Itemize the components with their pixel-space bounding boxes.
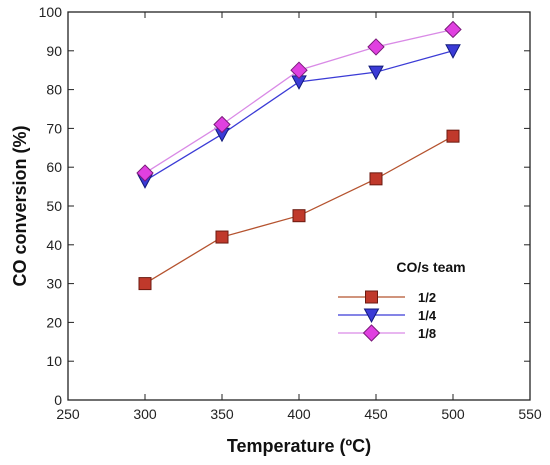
data-point — [215, 230, 229, 244]
x-tick-label: 400 — [287, 406, 311, 422]
legend-item: 1/8 — [338, 324, 436, 342]
x-tick-label: 250 — [56, 406, 80, 422]
x-tick-label: 500 — [441, 406, 465, 422]
y-tick-label: 10 — [46, 353, 62, 369]
data-point — [136, 164, 154, 182]
series-1 — [137, 44, 461, 189]
y-tick-label: 50 — [46, 198, 62, 214]
y-tick-label: 20 — [46, 314, 62, 330]
y-tick-label: 100 — [39, 4, 63, 20]
data-point — [369, 172, 383, 186]
series-2 — [136, 20, 462, 182]
legend-item: 1/4 — [338, 308, 437, 324]
data-point — [290, 61, 308, 79]
legend-label: 1/2 — [418, 290, 436, 305]
plot-area: 250 300 350 400 450 500 550 0 10 20 30 40 50 60 70 80 90… — [39, 4, 542, 422]
data-point — [445, 44, 461, 59]
data-point — [213, 115, 231, 134]
legend-item: 1/2 — [338, 290, 436, 305]
y-tick-label: 0 — [54, 392, 62, 408]
x-tick-label: 550 — [518, 406, 542, 422]
legend-label: 1/8 — [418, 326, 436, 341]
y-tick-label: 90 — [46, 43, 62, 59]
x-tick-label: 450 — [364, 406, 388, 422]
data-point — [368, 65, 384, 81]
data-point — [446, 129, 460, 143]
y-tick-label: 70 — [46, 120, 62, 136]
y-tick-label: 80 — [46, 82, 62, 98]
legend: 1/2 1/4 1/8 — [338, 290, 437, 342]
legend-title: CO/s team — [396, 259, 465, 275]
y-tick-label: 40 — [46, 237, 62, 253]
y-axis-title: CO conversion (%) — [10, 125, 30, 286]
x-axis-title: Temperature (ºC) — [227, 436, 371, 456]
legend-marker — [363, 308, 380, 324]
y-tick-label: 60 — [46, 159, 62, 175]
x-tick-label: 300 — [133, 406, 157, 422]
y-tick-label: 30 — [46, 276, 62, 292]
series-line — [144, 28, 454, 174]
data-point — [367, 38, 385, 56]
data-point — [138, 277, 152, 291]
series-0 — [138, 129, 460, 291]
legend-marker — [365, 290, 378, 304]
x-tick-label: 350 — [210, 406, 234, 422]
legend-marker — [362, 324, 381, 342]
data-point — [292, 209, 306, 223]
legend-label: 1/4 — [418, 308, 437, 323]
data-point — [444, 20, 462, 39]
